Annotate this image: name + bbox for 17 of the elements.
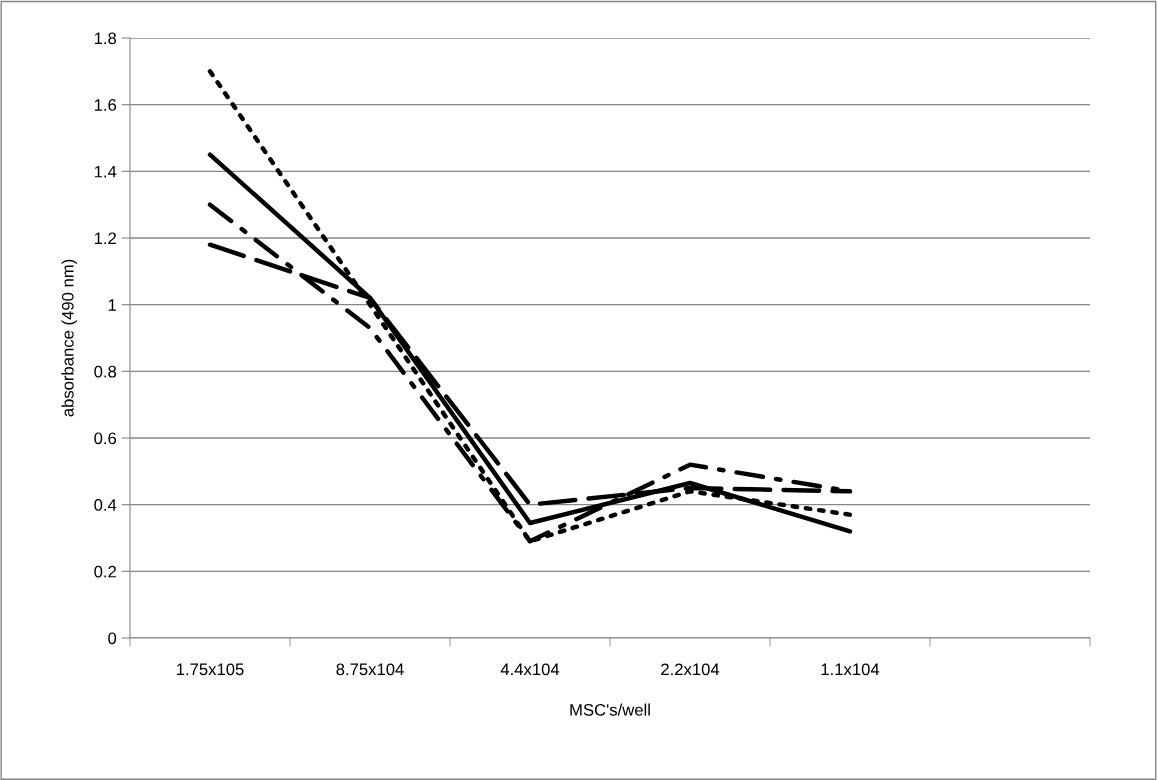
y-tick-label: 0.8 (94, 365, 117, 378)
x-tick-label: 1.75x105 (176, 663, 244, 676)
y-tick-label: 1.8 (94, 32, 117, 45)
y-tick-label: 0.4 (94, 499, 117, 511)
y-tick-label: 1.2 (94, 232, 116, 245)
x-axis-title: MSC's/well (570, 703, 650, 716)
y-tick-label: 1.4 (94, 165, 117, 178)
y-tick-label: 0 (108, 632, 117, 645)
x-tick-label: 8.75x104 (336, 663, 404, 676)
y-axis-title: absorbance (490 nm) (61, 259, 77, 417)
x-tick-label: 2.2x104 (661, 663, 720, 676)
x-tick-label: 4.4x104 (500, 663, 560, 676)
y-tick-label: 1 (108, 299, 116, 311)
x-tick-label: 1.1x104 (821, 663, 880, 676)
y-tick-label: 0.2 (94, 565, 116, 578)
y-tick-label: 0.6 (94, 432, 117, 445)
y-tick-label: 1.6 (94, 99, 117, 111)
